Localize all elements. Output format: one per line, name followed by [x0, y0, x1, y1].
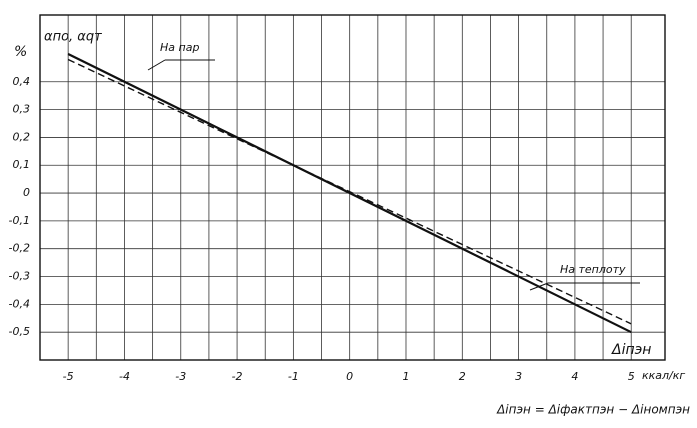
y-symbol: αпо, αqт [44, 30, 102, 45]
x-unit: ккал/кг [642, 369, 685, 382]
x-tick-label: 0 [346, 370, 353, 383]
x-tick-label: 3 [515, 370, 522, 383]
x-tick-label: -5 [63, 370, 74, 383]
formula: Δiпэн = Δiфактпэн − Δiномпэн [496, 403, 690, 417]
y-tick-label: 0,2 [13, 130, 31, 143]
x-tick-label: -4 [119, 370, 130, 383]
x-tick-label: 5 [628, 370, 635, 383]
leader-line [529, 282, 549, 291]
series-label: На пар [160, 41, 199, 54]
y-tick-label: 0,1 [13, 158, 31, 171]
x-tick-label: 4 [571, 370, 578, 383]
y-tick-label: -0,2 [9, 242, 30, 255]
x-tick-label: -3 [175, 370, 186, 383]
y-tick-label: 0 [23, 186, 30, 199]
y-tick-label: 0,3 [13, 103, 31, 116]
plot-frame [39, 14, 666, 361]
series-label: На теплоту [560, 263, 626, 276]
x-tick-label: -2 [232, 370, 243, 383]
y-tick-label: 0,4 [13, 75, 31, 88]
y-tick-label: -0,5 [9, 325, 30, 338]
y-tick-label: -0,1 [9, 214, 30, 227]
x-tick-label: -1 [288, 370, 299, 383]
y-tick-label: -0,4 [9, 297, 30, 310]
series-line [67, 52, 632, 334]
y-tick-label: -0,3 [9, 270, 30, 283]
y-axis-label: % [14, 44, 27, 60]
x-tick-label: 1 [402, 370, 409, 383]
leader-line [147, 59, 166, 71]
x-tick-label: 2 [459, 370, 466, 383]
series-line [67, 58, 632, 325]
